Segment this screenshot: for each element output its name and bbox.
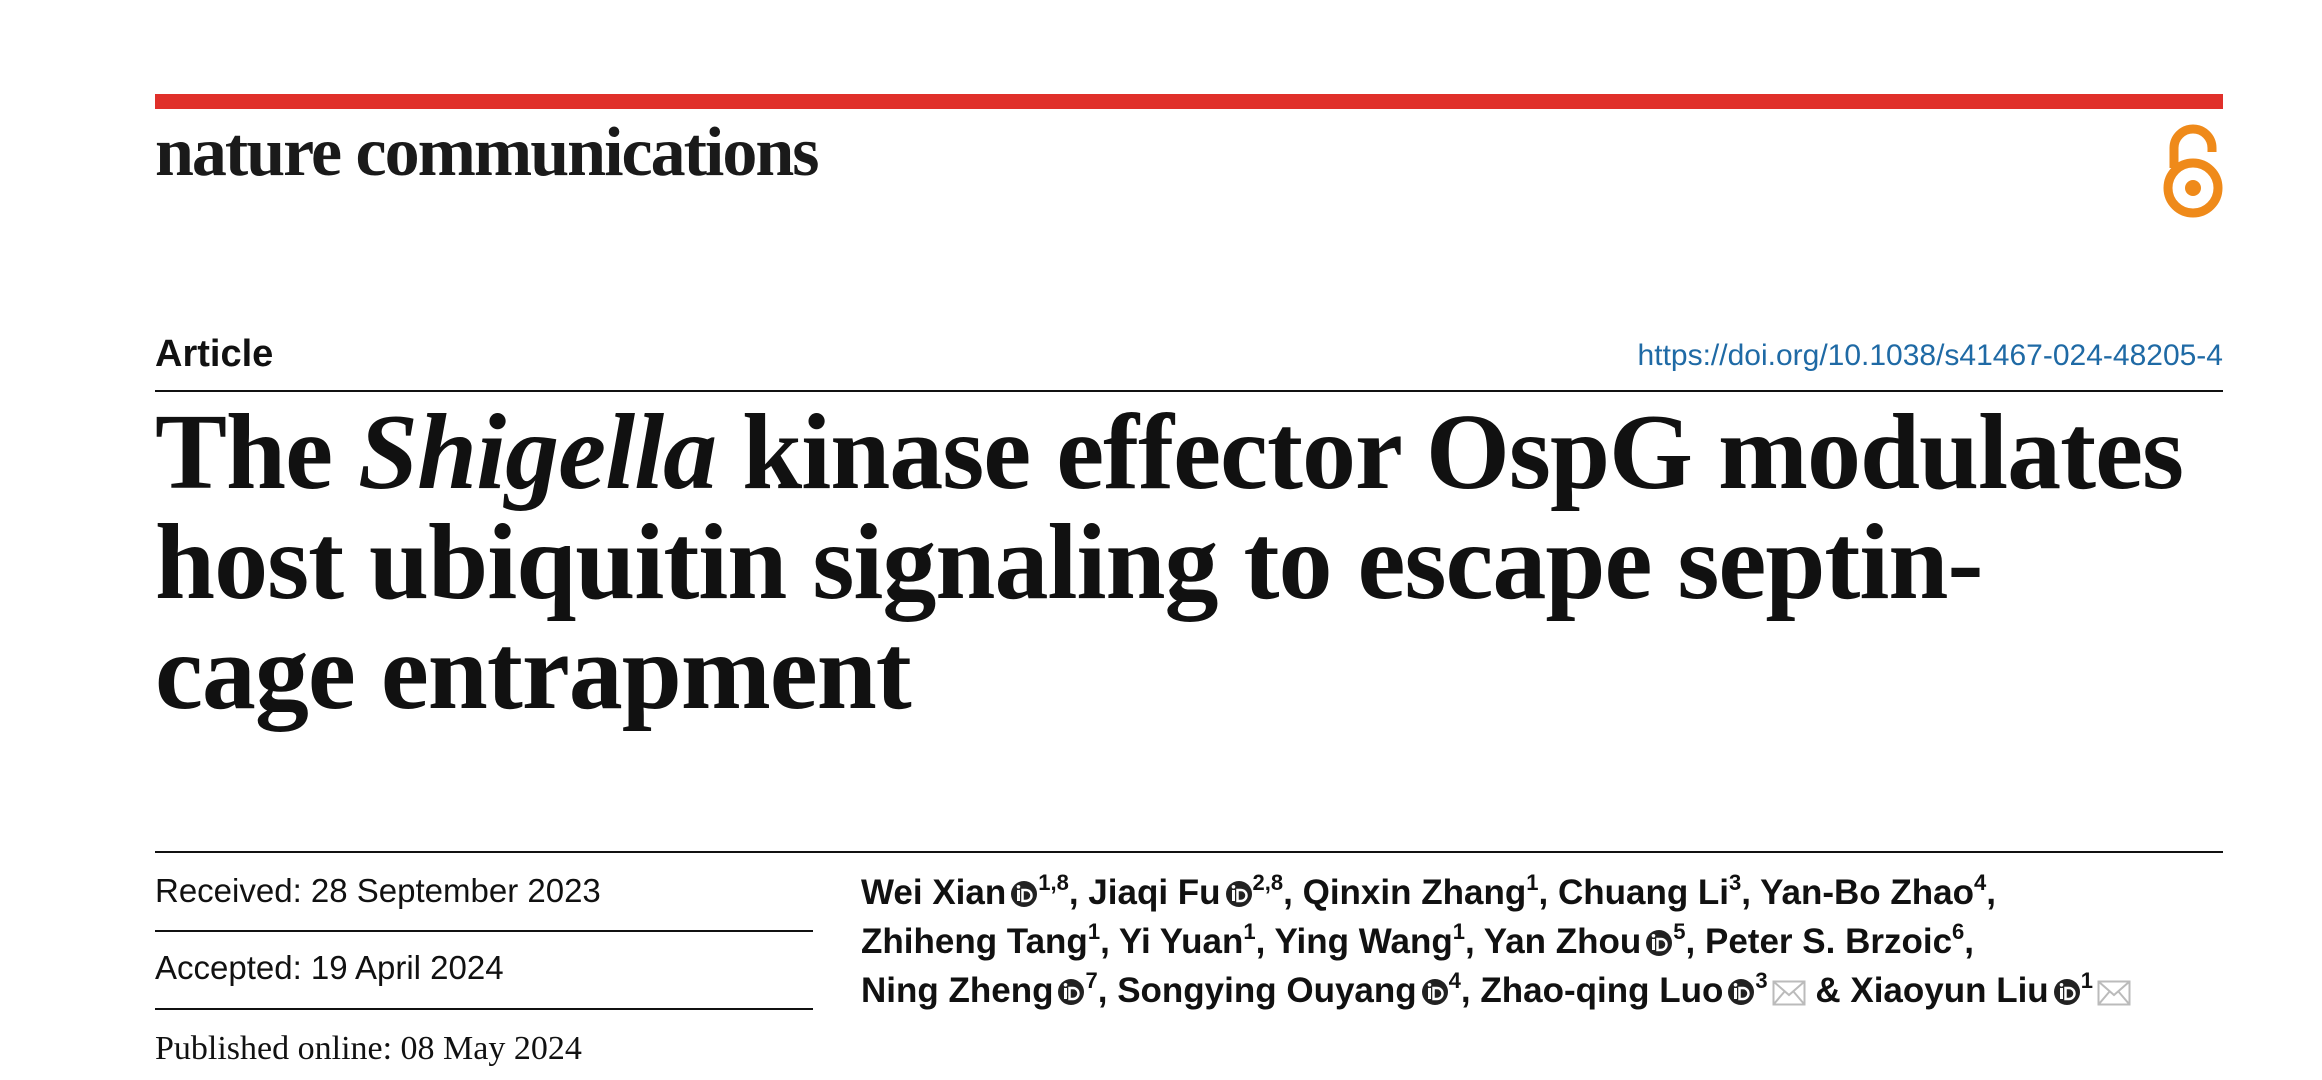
- author-name: Xiaoyun Liu: [1850, 971, 2049, 1010]
- separator: ,: [1283, 873, 1293, 912]
- article-title: The Shigella kinase effector OspG modula…: [155, 398, 2184, 728]
- rule: [155, 930, 813, 932]
- separator: ,: [1986, 873, 1996, 912]
- received-date: Received: 28 September 2023: [155, 872, 601, 909]
- author-name: Ying Wang: [1274, 922, 1453, 961]
- author-name: Qinxin Zhang: [1302, 873, 1527, 912]
- affiliation: 1: [1526, 870, 1539, 895]
- separator: ,: [1685, 922, 1696, 961]
- author-name: Zhiheng Tang: [861, 922, 1088, 961]
- affiliation: 6: [1952, 919, 1965, 944]
- published-date: Published online: 08 May 2024: [155, 1030, 582, 1067]
- doi-link[interactable]: https://doi.org/10.1038/s41467-024-48205…: [1637, 339, 2223, 372]
- title-line: The Shigella kinase effector OspG modula…: [155, 398, 2184, 508]
- author-name: Yan Zhou: [1483, 922, 1642, 961]
- affiliation: 2,8: [1252, 870, 1284, 895]
- email-icon[interactable]: [1772, 980, 1806, 1006]
- title-segment: kinase effector OspG modulates: [716, 393, 2184, 512]
- orcid-icon[interactable]: [1010, 880, 1038, 908]
- author-name: Chuang Li: [1557, 873, 1730, 912]
- orcid-icon[interactable]: [1645, 929, 1673, 957]
- title-segment: cage entrapment: [155, 613, 912, 732]
- rule: [155, 1008, 813, 1010]
- author-line: Wei Xian 1,8, Jiaqi Fu 2,8, Qinxin Zhang1,…: [861, 868, 2131, 917]
- separator: ,: [1460, 971, 1471, 1010]
- separator: ,: [1741, 873, 1752, 912]
- title-segment: host ubiquitin signaling to escape septi…: [155, 503, 1983, 622]
- article-type: Article: [155, 333, 274, 375]
- title-segment: The: [155, 393, 359, 512]
- author-list: Wei Xian 1,8, Jiaqi Fu 2,8, Qinxin Zhang1,…: [861, 868, 2131, 1015]
- orcid-icon[interactable]: [1057, 978, 1085, 1006]
- email-icon[interactable]: [2097, 980, 2131, 1006]
- separator: ,: [1538, 873, 1549, 912]
- author-line: Zhiheng Tang1, Yi Yuan1, Ying Wang1, Yan…: [861, 917, 2131, 966]
- author-line: Ning Zheng 7, Songying Ouyang 4, Zhao-qing…: [861, 966, 2131, 1015]
- orcid-icon[interactable]: [1225, 880, 1253, 908]
- separator: ,: [1964, 922, 1975, 961]
- affiliation: 7: [1085, 968, 1098, 993]
- affiliation: 3: [1729, 870, 1742, 895]
- affiliation: 1: [1243, 919, 1256, 944]
- separator: ,: [1255, 922, 1266, 961]
- rule: [155, 390, 2223, 392]
- affiliation: 3: [1755, 968, 1768, 993]
- affiliation: 1: [1452, 919, 1465, 944]
- rule: [155, 851, 2223, 853]
- affiliation: 1: [1087, 919, 1101, 944]
- separator: ,: [1100, 922, 1110, 961]
- affiliation: 1: [2080, 968, 2093, 993]
- title-line: host ubiquitin signaling to escape septi…: [155, 508, 2183, 618]
- accepted-date: Accepted: 19 April 2024: [155, 949, 504, 986]
- author-name: Ning Zheng: [861, 971, 1054, 1010]
- title-line: cage entrapment: [155, 618, 2183, 728]
- open-access-icon: [2163, 124, 2223, 218]
- separator: ,: [1097, 971, 1108, 1010]
- author-name: Zhao-qing Luo: [1480, 971, 1724, 1010]
- author-name: Jiaqi Fu: [1088, 873, 1221, 912]
- author-name: Yan-Bo Zhao: [1760, 873, 1975, 912]
- author-name: Songying Ouyang: [1117, 971, 1417, 1010]
- affiliation: 4: [1974, 870, 1987, 895]
- orcid-icon[interactable]: [1727, 978, 1755, 1006]
- title-segment: Shigella: [358, 393, 717, 512]
- brand-bar: [155, 94, 2223, 109]
- orcid-icon[interactable]: [1421, 978, 1449, 1006]
- author-name: Yi Yuan: [1118, 922, 1244, 961]
- separator: ,: [1068, 873, 1079, 912]
- conjunction: &: [1815, 971, 1841, 1010]
- author-name: Peter S. Brzoic: [1705, 922, 1953, 961]
- journal-name: nature communications: [155, 114, 820, 191]
- affiliation: 5: [1673, 919, 1686, 944]
- author-name: Wei Xian: [861, 873, 1007, 912]
- orcid-icon[interactable]: [2053, 978, 2081, 1006]
- affiliation: 4: [1448, 968, 1461, 993]
- separator: ,: [1464, 922, 1475, 961]
- affiliation: 1,8: [1038, 870, 1069, 895]
